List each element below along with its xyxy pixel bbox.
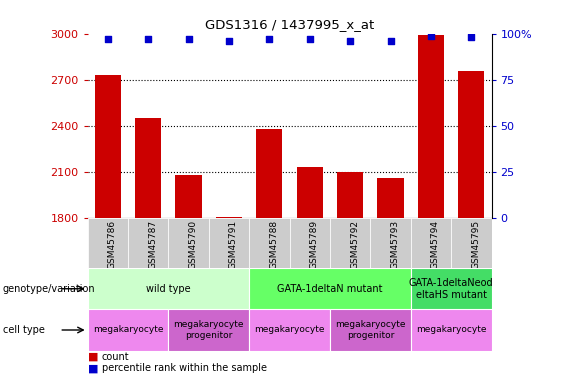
Bar xyxy=(330,217,371,268)
Bar xyxy=(168,309,249,351)
Point xyxy=(386,38,395,44)
Bar xyxy=(88,217,128,268)
Bar xyxy=(88,309,168,351)
Text: GSM45795: GSM45795 xyxy=(471,220,480,269)
Bar xyxy=(128,217,168,268)
Bar xyxy=(458,70,484,217)
Bar xyxy=(168,217,209,268)
Point xyxy=(265,36,274,42)
Point xyxy=(467,34,476,40)
Bar xyxy=(297,167,323,218)
Bar xyxy=(249,309,330,351)
Bar xyxy=(371,217,411,268)
Text: GSM45787: GSM45787 xyxy=(148,220,157,269)
Text: GSM45794: GSM45794 xyxy=(431,220,440,269)
Text: megakaryocyte
progenitor: megakaryocyte progenitor xyxy=(173,320,244,340)
Bar xyxy=(135,118,161,218)
Text: megakaryocyte
progenitor: megakaryocyte progenitor xyxy=(335,320,406,340)
Text: megakaryocyte: megakaryocyte xyxy=(254,326,325,334)
Bar xyxy=(257,129,282,217)
Point xyxy=(346,38,355,44)
Bar xyxy=(88,268,249,309)
Bar xyxy=(249,268,411,309)
Text: percentile rank within the sample: percentile rank within the sample xyxy=(102,363,267,373)
Bar xyxy=(330,309,411,351)
Text: genotype/variation: genotype/variation xyxy=(3,284,95,294)
Point xyxy=(305,36,314,42)
Text: wild type: wild type xyxy=(146,284,190,294)
Bar xyxy=(95,75,121,217)
Point xyxy=(144,36,153,42)
Bar xyxy=(290,217,330,268)
Text: GSM45791: GSM45791 xyxy=(229,220,238,269)
Bar xyxy=(337,172,363,217)
Bar xyxy=(411,268,492,309)
Bar xyxy=(418,35,444,218)
Bar xyxy=(377,178,403,218)
Text: megakaryocyte: megakaryocyte xyxy=(93,326,163,334)
Point xyxy=(184,36,193,42)
Text: GSM45788: GSM45788 xyxy=(270,220,279,269)
Bar xyxy=(249,217,289,268)
Text: megakaryocyte: megakaryocyte xyxy=(416,326,486,334)
Text: GSM45789: GSM45789 xyxy=(310,220,319,269)
Bar xyxy=(411,217,451,268)
Text: GATA-1deltaNeod
eltaHS mutant: GATA-1deltaNeod eltaHS mutant xyxy=(409,278,493,300)
Point xyxy=(103,36,112,42)
Text: ■: ■ xyxy=(88,363,98,373)
Bar xyxy=(451,217,492,268)
Bar xyxy=(176,175,202,217)
Bar xyxy=(209,217,249,268)
Text: GSM45792: GSM45792 xyxy=(350,220,359,269)
Bar xyxy=(411,309,492,351)
Text: ■: ■ xyxy=(88,352,98,362)
Text: GSM45786: GSM45786 xyxy=(108,220,117,269)
Text: GATA-1deltaN mutant: GATA-1deltaN mutant xyxy=(277,284,383,294)
Text: count: count xyxy=(102,352,129,362)
Title: GDS1316 / 1437995_x_at: GDS1316 / 1437995_x_at xyxy=(205,18,374,31)
Text: GSM45793: GSM45793 xyxy=(390,220,399,269)
Text: GSM45790: GSM45790 xyxy=(189,220,198,269)
Point xyxy=(427,33,436,39)
Point xyxy=(224,38,233,44)
Text: cell type: cell type xyxy=(3,325,45,335)
